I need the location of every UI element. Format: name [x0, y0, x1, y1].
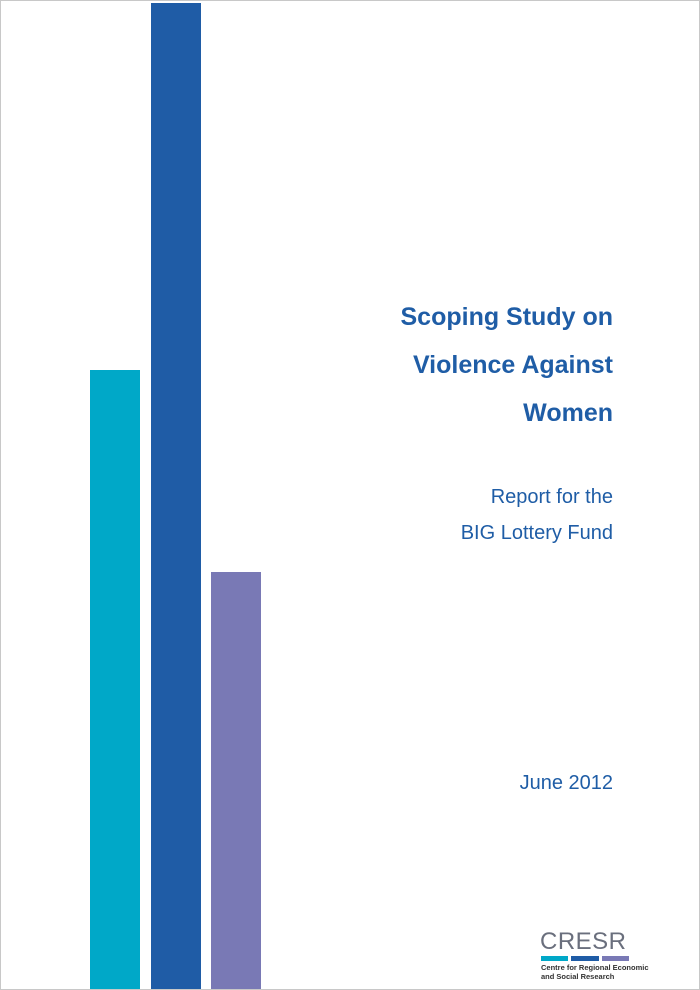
cresr-logo: CRESR Centre for Regional Economic and S… — [531, 928, 651, 982]
logo-caption-line-2: and Social Research — [541, 972, 615, 981]
decorative-bar-blue — [151, 3, 201, 989]
logo-stripe-blue — [571, 956, 599, 961]
report-subtitle-line-1: Report for the — [490, 486, 613, 508]
logo-stripe-cyan — [541, 956, 569, 961]
report-date: June 2012 — [519, 772, 613, 794]
cresr-logo-caption: Centre for Regional Economic and Social … — [541, 963, 651, 981]
report-title-line-1: Scoping Study on — [400, 303, 614, 331]
decorative-bar-cyan — [90, 370, 140, 989]
cresr-logo-wordmark: CRESR — [540, 928, 627, 955]
decorative-bar-purple — [211, 572, 261, 989]
logo-caption-line-1: Centre for Regional Economic — [541, 963, 649, 972]
report-title-line-2: Violence Against — [412, 351, 613, 379]
cresr-logo-stripes — [541, 956, 629, 961]
report-subtitle-line-2: BIG Lottery Fund — [460, 522, 613, 544]
logo-stripe-purple — [601, 956, 629, 961]
report-title-line-3: Women — [523, 399, 613, 427]
report-title: Scoping Study on Violence Against Women — [401, 293, 614, 437]
report-subtitle: Report for the BIG Lottery Fund — [461, 479, 613, 551]
